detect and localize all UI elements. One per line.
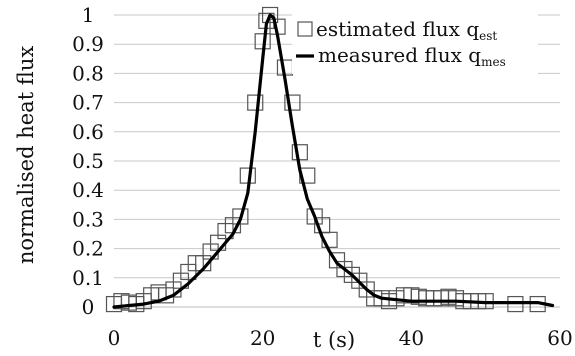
y-tick-label: 0.1 [72,266,104,290]
y-tick-label: 0.8 [72,61,104,85]
estimated-flux-point [232,208,249,225]
y-tick-label: 0.9 [72,32,104,56]
estimated-flux-point [247,94,264,111]
legend-label-estimated: estimated flux qest [316,17,497,43]
y-tick-label: 0 [82,295,95,319]
y-tick-label: 0.7 [72,91,104,115]
legend-label-measured-sub: mes [481,55,506,69]
y-tick-label: 0.2 [72,237,104,261]
y-tick-label: 0.4 [72,178,104,202]
x-tick-label: 60 [547,326,572,350]
legend-label-estimated-sub: est [479,29,497,43]
measured-flux-line-group [112,13,555,309]
legend-background [292,12,538,74]
x-tick-label: 40 [399,326,424,350]
estimated-flux-point [291,144,308,161]
legend-label-measured: measured flux qmes [318,43,506,69]
y-axis-title: normalised heat flux [14,46,38,265]
estimated-flux-markers [105,6,546,313]
legend: estimated flux qest measured flux qmes [292,12,538,74]
legend-marker-estimated [297,21,313,37]
y-tick-label: 1 [82,3,95,27]
x-axis-title: t (s) [313,328,355,352]
y-tick-labels: 0 0.1 0.2 0.3 0.4 0.5 0.6 0.7 0.8 0.9 1 [72,3,104,319]
y-tick-label: 0.5 [72,149,104,173]
y-tick-label: 0.6 [72,120,104,144]
legend-label-measured-main: measured flux q [318,43,481,67]
x-tick-label: 20 [250,326,275,350]
measured-flux-line [112,13,555,309]
y-tick-label: 0.3 [72,207,104,231]
x-tick-labels: 0 20 40 60 [108,326,573,350]
estimated-flux-point [284,94,301,111]
legend-label-estimated-main: estimated flux q [316,17,479,41]
x-tick-label: 0 [108,326,121,350]
